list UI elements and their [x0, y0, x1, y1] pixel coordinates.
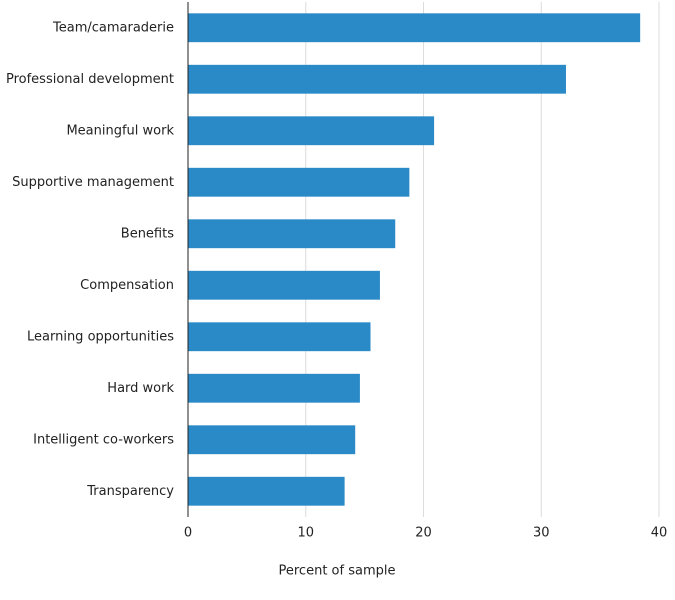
- bar: [188, 13, 641, 43]
- y-tick-label: Intelligent co-workers: [33, 432, 174, 447]
- y-tick-label: Learning opportunities: [27, 329, 174, 344]
- bar: [188, 425, 356, 455]
- bar: [188, 167, 410, 197]
- y-tick-label: Team/camaraderie: [52, 20, 174, 35]
- bar: [188, 373, 360, 403]
- bar: [188, 322, 371, 352]
- y-tick-label: Compensation: [80, 278, 174, 293]
- y-tick-label: Transparency: [86, 484, 174, 499]
- bar: [188, 476, 345, 506]
- x-tick-label: 10: [297, 526, 314, 541]
- y-tick-label: Supportive management: [12, 175, 174, 190]
- x-tick-label: 20: [415, 526, 432, 541]
- bar: [188, 270, 380, 300]
- x-axis-title: Percent of sample: [279, 564, 396, 579]
- bar: [188, 64, 566, 94]
- x-tick-label: 40: [651, 526, 668, 541]
- y-tick-label: Hard work: [107, 381, 174, 396]
- y-tick-label: Professional development: [6, 72, 174, 87]
- x-tick-label: 0: [184, 526, 192, 541]
- bar: [188, 219, 396, 249]
- y-tick-label: Meaningful work: [66, 123, 174, 138]
- x-tick-label: 30: [533, 526, 550, 541]
- y-tick-label: Benefits: [121, 226, 174, 241]
- bar: [188, 116, 435, 146]
